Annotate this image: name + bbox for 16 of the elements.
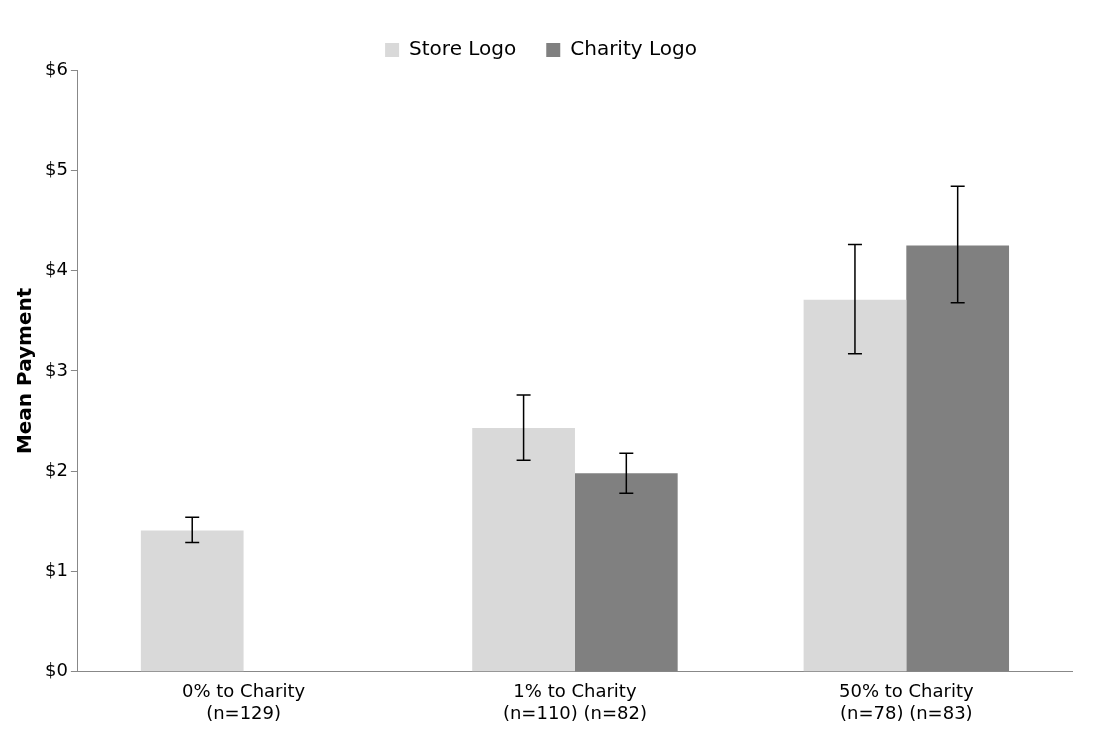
y-tick-label: $4 xyxy=(45,258,68,280)
bar xyxy=(803,299,907,672)
legend-label: Charity Logo xyxy=(570,36,697,61)
y-tick-label: $6 xyxy=(45,57,68,79)
y-tick-label: $2 xyxy=(45,458,68,480)
bar xyxy=(140,530,244,672)
bar xyxy=(472,428,575,672)
y-tick-label: $5 xyxy=(45,157,68,179)
y-tick-label: $3 xyxy=(45,358,68,380)
y-tick-label: $0 xyxy=(45,659,68,681)
x-tick-label: 50% to Charity (n=78) (n=83) xyxy=(839,680,974,723)
legend-label: Store Logo xyxy=(409,36,517,61)
x-tick-label: 1% to Charity (n=110) (n=82) xyxy=(502,680,647,723)
y-tick-label: $1 xyxy=(45,559,68,581)
y-axis-title: Mean Payment xyxy=(12,287,37,455)
x-tick-label: 0% to Charity (n=129) xyxy=(181,680,306,723)
